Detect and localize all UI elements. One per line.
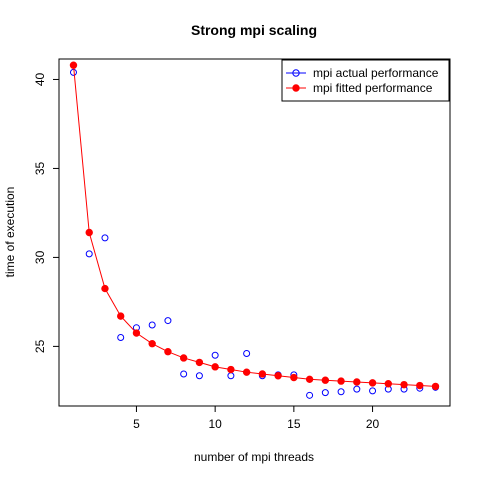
fitted-point [165,349,171,355]
legend-label-fitted: mpi fitted performance [313,81,433,95]
fitted-point [275,373,281,379]
fitted-point [70,62,76,68]
fitted-point [118,313,124,319]
y-tick-label: 25 [33,339,47,353]
legend: mpi actual performance mpi fitted perfor… [282,60,449,101]
x-axis-label: number of mpi threads [194,450,314,464]
x-tick-label: 5 [133,417,140,431]
y-tick-label: 30 [33,250,47,264]
fitted-point [102,285,108,291]
x-tick-label: 10 [208,417,222,431]
fitted-point [432,383,438,389]
x-tick-label: 20 [366,417,380,431]
fitted-point [133,330,139,336]
fitted-point [243,369,249,375]
x-tick-label: 15 [287,417,301,431]
fitted-point [401,381,407,387]
fitted-point [228,366,234,372]
legend-label-actual: mpi actual performance [313,66,439,80]
fitted-point [149,341,155,347]
fitted-point [212,364,218,370]
fitted-point [86,229,92,235]
legend-marker-fitted [293,85,299,91]
fitted-point [291,374,297,380]
fitted-point [369,380,375,386]
fitted-point [196,359,202,365]
fitted-point [338,378,344,384]
y-tick-label: 40 [33,72,47,86]
fitted-point [417,382,423,388]
y-tick-label: 35 [33,161,47,175]
fitted-point [180,355,186,361]
fitted-point [354,379,360,385]
y-axis-label: time of execution [3,187,17,278]
fitted-point [259,371,265,377]
fitted-point [306,376,312,382]
fitted-point [385,381,391,387]
fitted-point [322,377,328,383]
chart-title: Strong mpi scaling [191,22,317,38]
